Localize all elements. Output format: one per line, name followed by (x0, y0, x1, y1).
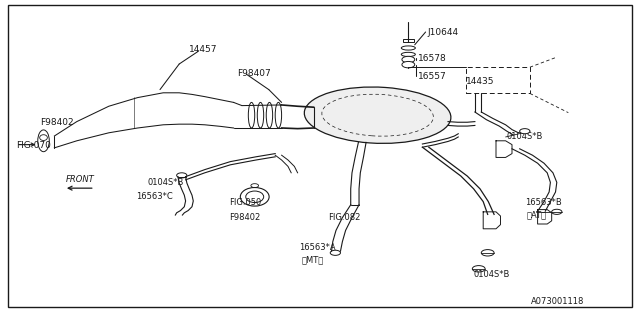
Text: F98402: F98402 (40, 118, 74, 127)
Text: FRONT: FRONT (66, 175, 95, 184)
Bar (466, 67, 530, 93)
Text: 16563*A: 16563*A (300, 243, 336, 252)
Text: 〈AT〉: 〈AT〉 (527, 210, 547, 219)
Text: J10644: J10644 (428, 28, 459, 36)
Circle shape (472, 266, 485, 272)
Text: 16557: 16557 (418, 72, 447, 81)
Text: 14457: 14457 (189, 45, 218, 54)
Text: 0104S*B: 0104S*B (507, 132, 543, 141)
Text: F98402: F98402 (229, 213, 260, 222)
Text: A073001118: A073001118 (531, 297, 584, 306)
Text: 16563*C: 16563*C (136, 192, 173, 201)
Circle shape (177, 173, 187, 178)
Ellipse shape (401, 46, 415, 50)
Text: 〈MT〉: 〈MT〉 (302, 255, 324, 264)
Text: FIG.070: FIG.070 (16, 141, 51, 150)
Text: F98407: F98407 (237, 69, 271, 78)
Ellipse shape (401, 52, 415, 56)
Ellipse shape (304, 87, 451, 143)
Text: 16578: 16578 (418, 54, 447, 63)
Circle shape (552, 209, 562, 214)
Circle shape (520, 129, 530, 134)
Bar (403, 39, 414, 42)
Text: 14435: 14435 (466, 77, 495, 86)
Text: 16563*B: 16563*B (525, 198, 561, 207)
Text: 0104S*B: 0104S*B (474, 270, 510, 279)
Text: 0104S*B: 0104S*B (147, 178, 184, 187)
Circle shape (402, 56, 415, 63)
Circle shape (330, 250, 340, 255)
Circle shape (402, 61, 415, 68)
Text: FIG.050: FIG.050 (229, 198, 261, 207)
Text: FIG.082: FIG.082 (328, 213, 360, 222)
Circle shape (481, 250, 494, 256)
